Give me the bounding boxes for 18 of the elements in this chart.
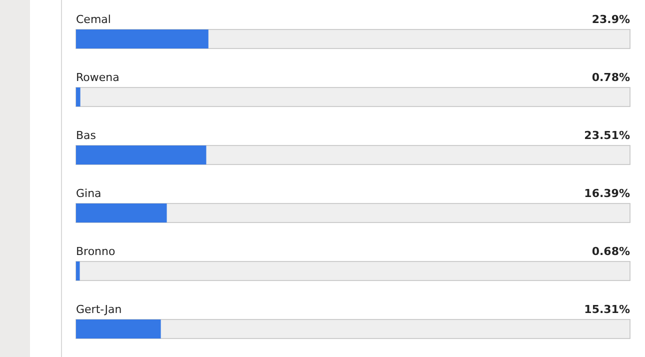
- bar: [76, 88, 80, 106]
- data-label: 15.31%: [584, 303, 630, 316]
- bar: [76, 30, 208, 48]
- data-label: 23.9%: [592, 13, 630, 26]
- y-tick-label: Rowena: [76, 71, 120, 84]
- y-tick-label: Bas: [76, 129, 96, 142]
- bar: [76, 146, 206, 164]
- data-label: 16.39%: [584, 187, 630, 200]
- data-label: 0.78%: [592, 71, 630, 84]
- bar: [76, 320, 161, 338]
- y-tick-label: Gina: [76, 187, 102, 200]
- y-tick-label: Cemal: [76, 13, 111, 26]
- data-label: 23.51%: [584, 129, 630, 142]
- bar: [76, 262, 80, 280]
- y-tick-label: Gert-Jan: [76, 303, 122, 316]
- data-label: 0.68%: [592, 245, 630, 258]
- y-tick-label: Bronno: [76, 245, 116, 258]
- bar: [76, 204, 167, 222]
